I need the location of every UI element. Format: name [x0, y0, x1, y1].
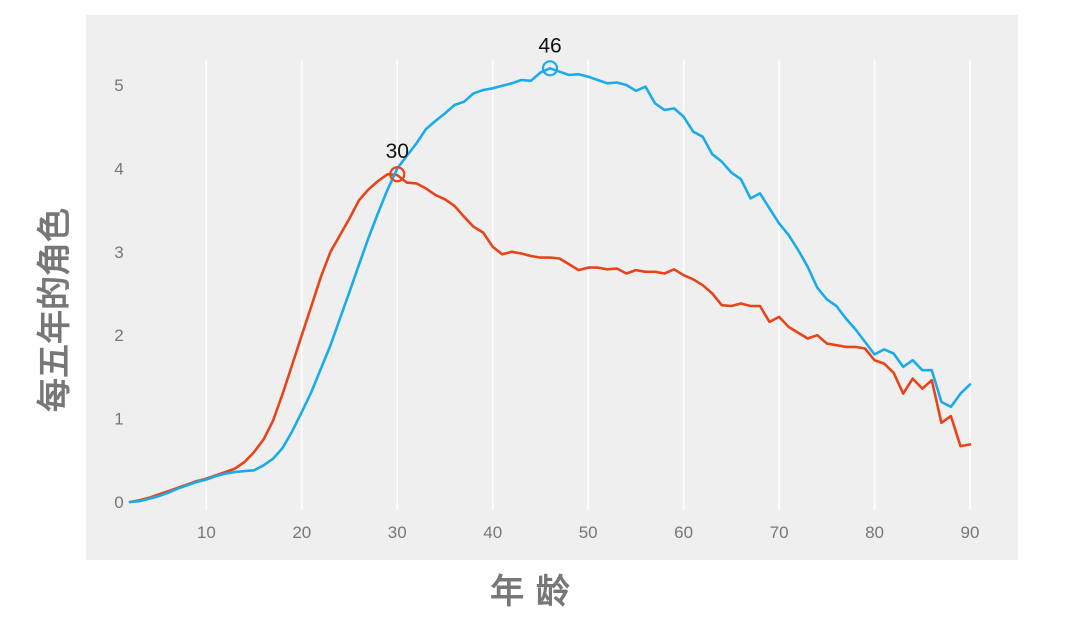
x-axis-title: 年 龄 — [490, 572, 570, 612]
y-tick-label: 2 — [114, 326, 123, 345]
y-tick-labels: 0 1 2 3 4 5 — [114, 76, 123, 512]
x-tick-labels: 10 20 30 40 50 60 70 80 90 — [197, 523, 980, 542]
y-axis-title: 每五年的角色 — [35, 208, 75, 412]
y-tick-label: 5 — [114, 76, 123, 95]
grid-lines — [205, 60, 971, 510]
series-lines — [128, 67, 972, 504]
x-tick-label: 70 — [770, 523, 789, 542]
x-tick-label: 90 — [961, 523, 980, 542]
series-line-blue — [128, 67, 972, 504]
peak-annotations: 30 46 — [386, 34, 562, 183]
y-tick-label: 0 — [114, 493, 123, 512]
x-tick-label: 40 — [483, 523, 502, 542]
series-line-red — [128, 172, 972, 504]
x-tick-label: 50 — [579, 523, 598, 542]
y-tick-label: 3 — [114, 243, 123, 262]
x-tick-label: 10 — [197, 523, 216, 542]
peak-marker — [389, 166, 406, 183]
peak-label: 30 — [386, 140, 409, 163]
peak-label: 46 — [538, 34, 561, 57]
peak-marker — [541, 60, 559, 77]
y-tick-label: 4 — [114, 159, 123, 178]
x-tick-label: 30 — [388, 523, 407, 542]
y-tick-label: 1 — [114, 410, 123, 429]
x-tick-label: 80 — [865, 523, 884, 542]
plot-background — [86, 15, 1018, 560]
x-tick-label: 60 — [674, 523, 693, 542]
x-tick-label: 20 — [292, 523, 311, 542]
